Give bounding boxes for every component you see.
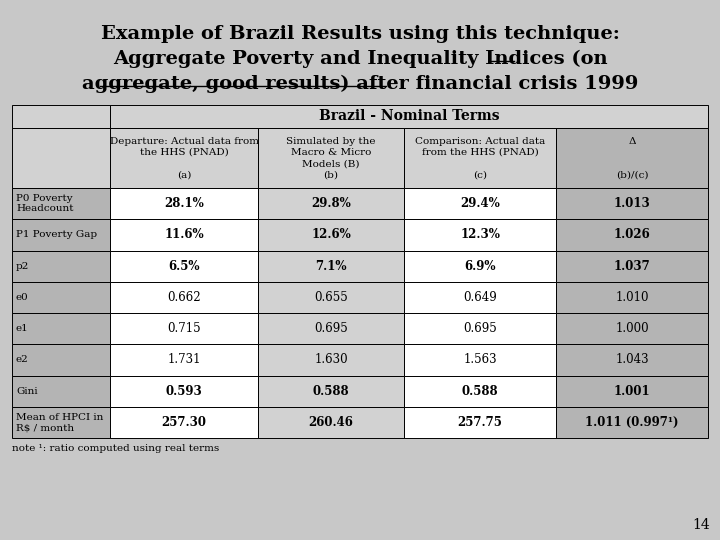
Bar xyxy=(258,407,404,438)
Bar xyxy=(258,313,404,345)
Bar xyxy=(404,251,556,282)
Text: 6.5%: 6.5% xyxy=(168,260,199,273)
Bar xyxy=(556,345,708,375)
Text: Gini: Gini xyxy=(16,387,37,396)
Bar xyxy=(404,219,556,251)
Text: 1.010: 1.010 xyxy=(616,291,649,304)
Text: 260.46: 260.46 xyxy=(309,416,354,429)
Bar xyxy=(110,407,258,438)
Text: e2: e2 xyxy=(16,355,29,364)
Text: 0.715: 0.715 xyxy=(167,322,201,335)
Bar xyxy=(110,313,258,345)
Text: 0.655: 0.655 xyxy=(314,291,348,304)
Text: 1.013: 1.013 xyxy=(613,197,650,210)
Text: e0: e0 xyxy=(16,293,29,302)
Bar xyxy=(110,345,258,375)
Text: 257.30: 257.30 xyxy=(161,416,207,429)
Bar xyxy=(404,313,556,345)
Bar xyxy=(258,188,404,219)
Bar xyxy=(12,282,110,313)
Bar xyxy=(110,375,258,407)
Text: 14: 14 xyxy=(692,518,710,532)
Text: 1.000: 1.000 xyxy=(615,322,649,335)
Text: 1.731: 1.731 xyxy=(167,353,201,366)
Bar xyxy=(404,282,556,313)
Text: 29.4%: 29.4% xyxy=(460,197,500,210)
Text: note ¹: ratio computed using real terms: note ¹: ratio computed using real terms xyxy=(12,444,220,453)
Bar xyxy=(404,407,556,438)
Bar xyxy=(556,282,708,313)
Bar xyxy=(12,105,110,128)
Text: 1.043: 1.043 xyxy=(615,353,649,366)
Bar xyxy=(12,188,110,219)
Bar xyxy=(404,128,556,188)
Bar xyxy=(12,345,110,375)
Text: p2: p2 xyxy=(16,261,30,271)
Text: P1 Poverty Gap: P1 Poverty Gap xyxy=(16,231,97,239)
Bar xyxy=(258,251,404,282)
Bar xyxy=(404,345,556,375)
Text: Example of Brazil Results using this technique:: Example of Brazil Results using this tec… xyxy=(101,25,619,43)
Text: 0.695: 0.695 xyxy=(463,322,497,335)
Bar xyxy=(12,219,110,251)
Bar xyxy=(404,375,556,407)
Bar xyxy=(556,251,708,282)
Text: 257.75: 257.75 xyxy=(458,416,503,429)
Bar xyxy=(258,282,404,313)
Bar xyxy=(258,128,404,188)
Text: Mean of HPCI in
R$ / month: Mean of HPCI in R$ / month xyxy=(16,413,104,432)
Text: 0.588: 0.588 xyxy=(462,384,498,397)
Bar xyxy=(556,219,708,251)
Text: 0.593: 0.593 xyxy=(166,384,202,397)
Bar xyxy=(556,188,708,219)
Text: Δ


(b)/(c): Δ (b)/(c) xyxy=(616,137,648,179)
Text: 1.026: 1.026 xyxy=(613,228,650,241)
Bar xyxy=(404,188,556,219)
Text: 6.9%: 6.9% xyxy=(464,260,496,273)
Text: aggregate, good results​) after financial crisis 1999: aggregate, good results​) after financia… xyxy=(82,75,638,93)
Text: P0 Poverty
Headcount: P0 Poverty Headcount xyxy=(16,194,73,213)
Text: 11.6%: 11.6% xyxy=(164,228,204,241)
Bar xyxy=(110,282,258,313)
Bar xyxy=(556,128,708,188)
Text: 1.001: 1.001 xyxy=(613,384,650,397)
Text: 0.588: 0.588 xyxy=(312,384,349,397)
Text: 7.1%: 7.1% xyxy=(315,260,347,273)
Bar xyxy=(258,375,404,407)
Text: 12.6%: 12.6% xyxy=(311,228,351,241)
Bar xyxy=(258,345,404,375)
Text: Aggregate Poverty and Inequality Indices (​on: Aggregate Poverty and Inequality Indices… xyxy=(113,50,607,68)
Bar xyxy=(12,128,110,188)
Bar xyxy=(12,407,110,438)
Text: 12.3%: 12.3% xyxy=(460,228,500,241)
Bar xyxy=(12,375,110,407)
Bar xyxy=(12,251,110,282)
Text: 0.649: 0.649 xyxy=(463,291,497,304)
Text: 1.011 (0.997¹): 1.011 (0.997¹) xyxy=(585,416,679,429)
Bar xyxy=(556,407,708,438)
Bar xyxy=(12,313,110,345)
Bar xyxy=(556,313,708,345)
Text: 1.563: 1.563 xyxy=(463,353,497,366)
Text: 0.695: 0.695 xyxy=(314,322,348,335)
Bar xyxy=(110,219,258,251)
Bar xyxy=(110,105,708,128)
Bar xyxy=(110,128,258,188)
Text: Simulated by the
Macro & Micro
Models (B)
(b): Simulated by the Macro & Micro Models (B… xyxy=(287,137,376,179)
Text: Comparison: Actual data
from the HHS (PNAD)

(c): Comparison: Actual data from the HHS (PN… xyxy=(415,137,545,179)
Text: 1.630: 1.630 xyxy=(314,353,348,366)
Text: e1: e1 xyxy=(16,324,29,333)
Text: 29.8%: 29.8% xyxy=(311,197,351,210)
Text: Brazil - Nominal Terms: Brazil - Nominal Terms xyxy=(319,110,499,124)
Text: Departure: Actual data from
the HHS (PNAD)

(a): Departure: Actual data from the HHS (PNA… xyxy=(109,137,258,179)
Text: 28.1%: 28.1% xyxy=(164,197,204,210)
Bar xyxy=(556,375,708,407)
Text: 0.662: 0.662 xyxy=(167,291,201,304)
Bar xyxy=(258,219,404,251)
Bar xyxy=(110,188,258,219)
Bar xyxy=(110,251,258,282)
Text: 1.037: 1.037 xyxy=(613,260,650,273)
